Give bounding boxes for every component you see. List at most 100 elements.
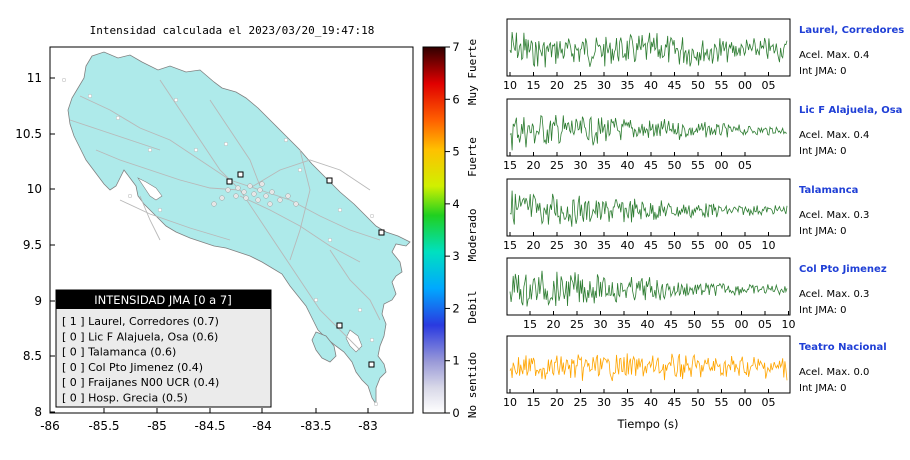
station-name: Talamanca — [799, 185, 858, 196]
map-y-tick-label: 10 — [27, 182, 42, 196]
legend-title: INTENSIDAD JMA [0 a 7] — [94, 293, 231, 307]
station-int-jma: Int JMA: 0 — [799, 146, 847, 157]
station-col-pto-jimenez-marker — [336, 322, 343, 329]
seismogram-frame — [506, 178, 791, 237]
station-name: Teatro Nacional — [799, 342, 887, 353]
seismogram-panel: 15 20 25 30 35 40 45 50 55 00 05 10 Talamanca Acel. M… — [503, 178, 869, 252]
seismogram-tick-label: 25 — [574, 79, 588, 92]
seismogram-tick-label: 45 — [644, 239, 658, 252]
seismogram-tick-label: 25 — [574, 396, 588, 409]
seismogram-tick-label: 40 — [641, 318, 655, 331]
station-talamanca-marker — [326, 177, 333, 184]
seismogram-panel: 15 20 25 30 35 40 45 50 55 00 05 Lic F Alajuela, Os… — [503, 98, 902, 172]
seismogram-trace — [509, 353, 788, 382]
map-x-tick-label: -85 — [147, 419, 167, 433]
seismogram-frame — [506, 18, 791, 77]
colorbar-gradient — [422, 46, 446, 414]
colorbar-tick-label: 1 — [452, 354, 459, 368]
colorbar-tick-label: 5 — [452, 145, 459, 159]
seismogram-tick-label: 05 — [738, 159, 752, 172]
map-y-tick-label: 9.5 — [23, 238, 42, 252]
legend-header — [56, 290, 271, 309]
station-lic-f-alajuela-marker — [378, 229, 385, 236]
seismogram-tick-label: 50 — [688, 318, 702, 331]
map-frame — [49, 46, 414, 414]
seismogram-panel: 15 20 25 30 35 40 45 50 55 00 05 10 Col Pto Jimenez A… — [506, 257, 887, 331]
seismogram-tick-label: 40 — [644, 79, 658, 92]
seismogram-tick-label: 50 — [691, 396, 705, 409]
map-title: Intensidad calculada el 2023/03/20_19:47… — [90, 24, 375, 37]
station-laurel-marker — [368, 361, 375, 368]
seismogram-tick-label: 35 — [617, 318, 631, 331]
seismogram-tick-label: 20 — [547, 318, 561, 331]
seismogram-tick-label: 50 — [668, 159, 682, 172]
colorbar-class-label: No sentido — [466, 352, 479, 418]
map-x-tick-label: -84.5 — [194, 419, 225, 433]
colorbar-class-label: Muy Fuerte — [466, 39, 479, 105]
seismogram-tick-label: 45 — [644, 159, 658, 172]
colorbar-tick-label: 0 — [452, 406, 459, 420]
seismogram-tick-label: 55 — [711, 318, 725, 331]
colorbar-class-label: Debil — [466, 290, 479, 323]
seismogram-panel: 10 15 20 25 30 35 40 45 50 55 00 05 Teatro Nacional A… — [503, 335, 887, 409]
seismogram-tick-label: 00 — [715, 159, 729, 172]
seismogram-tick-label: 05 — [762, 79, 776, 92]
seismogram-tick-label: 20 — [527, 159, 541, 172]
seismogram-tick-label: 35 — [597, 239, 611, 252]
seismogram-tick-label: 25 — [570, 318, 584, 331]
seismogram-tick-label: 05 — [738, 239, 752, 252]
colorbar-tick-label: 6 — [452, 92, 459, 106]
legend-box — [55, 289, 272, 408]
seismogram-tick-label: 45 — [664, 318, 678, 331]
colorbar-tick-label: 7 — [452, 40, 459, 54]
map-y-tick-label: 9 — [34, 294, 42, 308]
seismogram-tick-label: 10 — [503, 79, 517, 92]
seismogram-trace — [509, 114, 787, 151]
station-name: Col Pto Jimenez — [799, 264, 887, 275]
map-x-tick-label: -86 — [40, 419, 60, 433]
seismogram-tick-label: 55 — [715, 79, 729, 92]
seismogram-tick-label: 15 — [527, 396, 541, 409]
legend-row: [ 0 ] Talamanca (0.6) — [62, 346, 176, 359]
seismogram-tick-label: 30 — [594, 318, 608, 331]
seismogram-tick-label: 55 — [715, 396, 729, 409]
station-int-jma: Int JMA: 0 — [799, 383, 847, 394]
seismogram-tick-label: 40 — [644, 396, 658, 409]
colorbar-tick-label: 4 — [452, 197, 459, 211]
map-y-tick-label: 8 — [34, 405, 42, 419]
seismogram-tick-label: 50 — [668, 239, 682, 252]
costa-rica-land — [67, 51, 411, 406]
colorbar-class-labels: No sentido Debil Moderado Fuerte Muy Fuerte — [466, 39, 479, 418]
seismogram-frame — [506, 98, 791, 157]
seismogram-trace — [509, 31, 788, 68]
seismogram-tick-label: 55 — [691, 239, 705, 252]
map-y-tick-label: 11 — [27, 71, 42, 85]
seismogram-tick-label: 20 — [527, 239, 541, 252]
seismogram-tick-label: 30 — [597, 79, 611, 92]
station-cluster-san-jose — [211, 181, 299, 207]
colorbar-tick-label: 3 — [452, 249, 459, 263]
station-markers — [62, 77, 385, 407]
seismogram-tick-label: 00 — [738, 396, 752, 409]
seismogram-tick-label: 00 — [738, 79, 752, 92]
seismogram-tick-label: 15 — [527, 79, 541, 92]
seismogram-tick-label: 40 — [621, 239, 635, 252]
seismogram-tick-label: 30 — [574, 159, 588, 172]
seismogram-tick-label: 05 — [758, 318, 772, 331]
legend-row: [ 0 ] Col Pto Jimenez (0.4) — [62, 361, 203, 374]
seismogram-tick-label: 35 — [597, 159, 611, 172]
seismogram-frame — [506, 257, 791, 316]
seismogram-trace — [509, 190, 788, 227]
highlighted-stations — [226, 171, 385, 368]
map-y-tick-label: 8.5 — [23, 349, 42, 363]
seismogram-panel: 10 15 20 25 30 35 40 45 50 55 00 05 Laurel, Corredor… — [503, 18, 904, 92]
map-x-tick-label: -83 — [358, 419, 378, 433]
legend-row: [ 1 ] Laurel, Corredores (0.7) — [62, 315, 219, 328]
seismogram-tick-label: 35 — [621, 396, 635, 409]
map-x-tick-label: -83.5 — [300, 419, 331, 433]
seismogram-panels: 10 15 20 25 30 35 40 45 50 55 00 05 Laurel, Corredor… — [503, 18, 904, 409]
seismogram-tick-label: 15 — [503, 159, 517, 172]
seismogram-tick-label: 15 — [523, 318, 537, 331]
station-fraijanes-marker — [226, 178, 233, 185]
